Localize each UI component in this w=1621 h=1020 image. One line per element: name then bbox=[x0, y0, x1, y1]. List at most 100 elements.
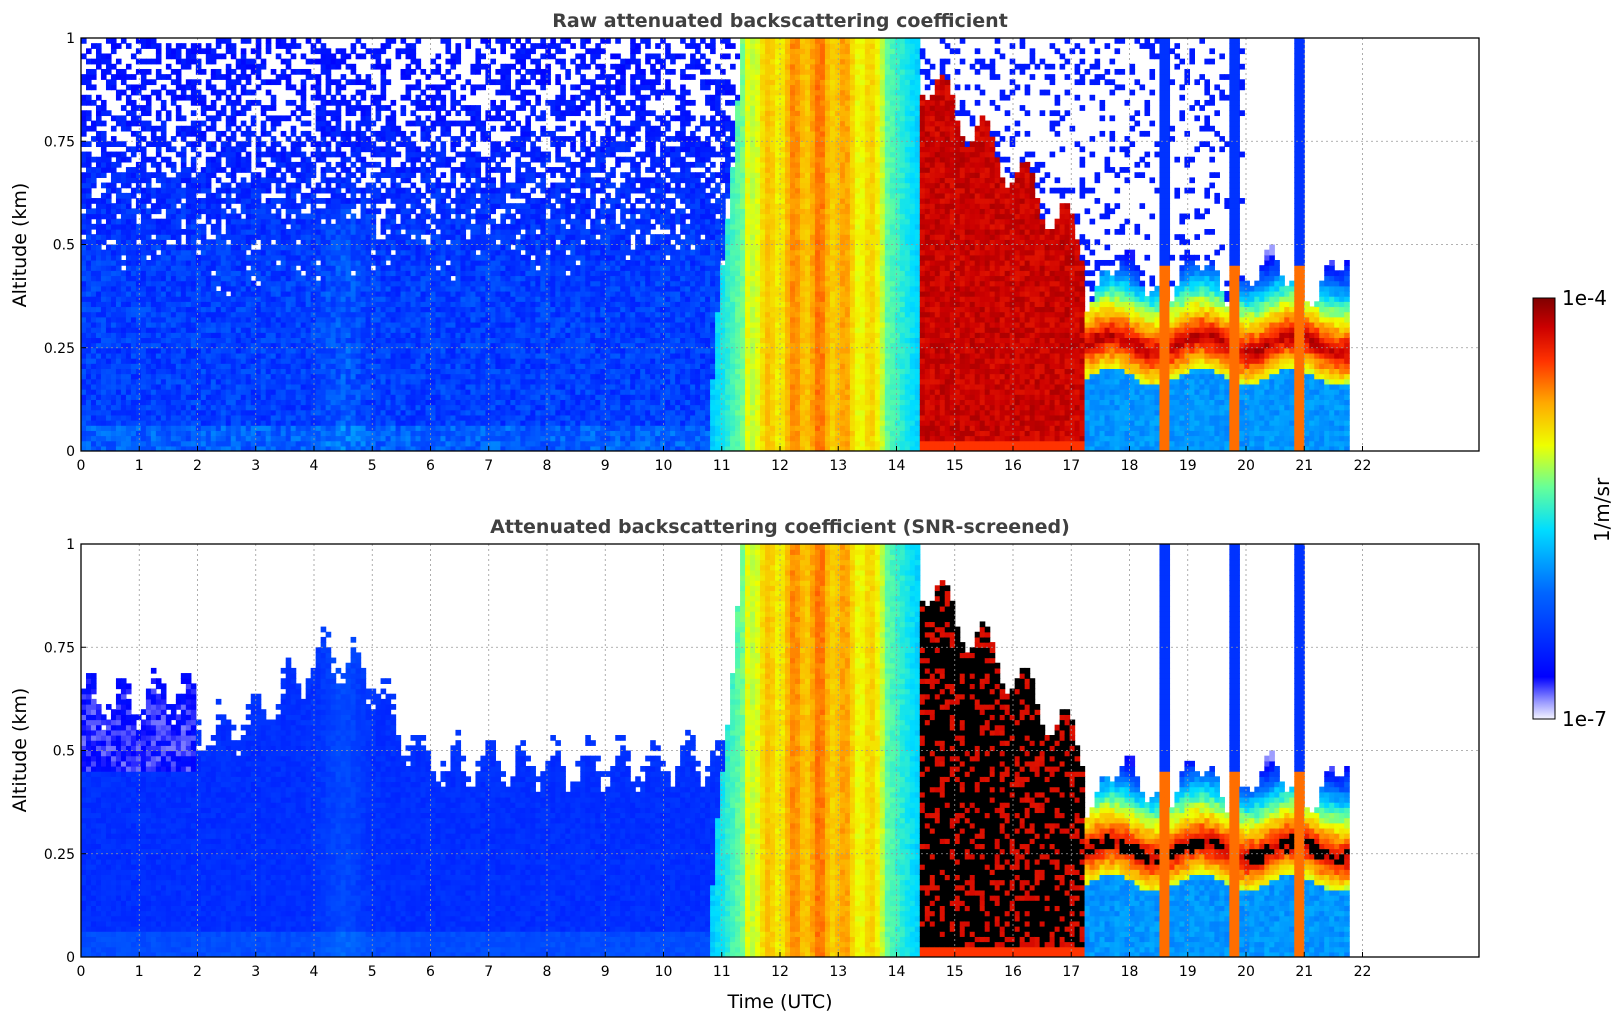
heatmap-cell bbox=[305, 254, 312, 261]
heatmap-cell bbox=[320, 99, 327, 106]
heatmap-cell bbox=[380, 409, 387, 416]
heatmap-cell bbox=[420, 203, 427, 209]
heatmap-cell bbox=[445, 404, 452, 411]
heatmap-cell bbox=[165, 352, 172, 359]
heatmap-cell bbox=[400, 270, 407, 277]
heatmap-cell bbox=[190, 203, 197, 209]
heatmap-cell bbox=[455, 270, 462, 277]
heatmap-cell bbox=[155, 316, 162, 323]
heatmap-cell bbox=[280, 58, 287, 65]
heatmap-cell bbox=[415, 409, 422, 416]
heatmap-cell bbox=[420, 404, 427, 411]
heatmap-cell bbox=[135, 296, 142, 302]
heatmap-cell bbox=[310, 208, 317, 215]
heatmap-cell bbox=[315, 265, 322, 271]
heatmap-cell bbox=[315, 445, 322, 451]
heatmap-cell bbox=[375, 394, 382, 400]
heatmap-cell bbox=[245, 156, 252, 163]
heatmap-cell bbox=[320, 53, 327, 60]
heatmap-cell bbox=[355, 244, 362, 251]
heatmap-cell bbox=[380, 440, 387, 447]
heatmap-cell bbox=[90, 68, 97, 75]
heatmap-cell bbox=[90, 306, 97, 313]
heatmap-cell bbox=[165, 290, 172, 297]
heatmap-cell bbox=[400, 38, 407, 44]
heatmap-cell bbox=[100, 358, 107, 364]
heatmap-cell bbox=[195, 311, 202, 318]
heatmap-cell bbox=[325, 435, 332, 442]
heatmap-cell bbox=[310, 270, 317, 277]
heatmap-cell bbox=[205, 445, 212, 451]
heatmap-cell bbox=[395, 223, 402, 230]
heatmap-cell bbox=[205, 105, 212, 111]
heatmap-cell bbox=[215, 425, 222, 431]
heatmap-cell bbox=[170, 327, 177, 333]
heatmap-cell bbox=[255, 311, 262, 318]
heatmap-cell bbox=[275, 38, 282, 44]
heatmap-cell bbox=[165, 342, 172, 349]
heatmap-cell bbox=[255, 296, 262, 302]
heatmap-cell bbox=[185, 430, 192, 437]
heatmap-cell bbox=[190, 337, 197, 344]
heatmap-cell bbox=[435, 368, 442, 375]
heatmap-cell bbox=[95, 414, 102, 421]
heatmap-cell bbox=[290, 99, 297, 106]
heatmap-cell bbox=[385, 151, 392, 158]
heatmap-cell bbox=[340, 363, 347, 369]
heatmap-cell bbox=[345, 342, 352, 349]
heatmap-cell bbox=[95, 105, 102, 111]
heatmap-cell bbox=[330, 265, 337, 271]
heatmap-cell bbox=[210, 435, 217, 442]
heatmap-cell bbox=[170, 290, 177, 297]
heatmap-cell bbox=[130, 399, 137, 406]
heatmap-cell bbox=[150, 223, 157, 230]
heatmap-cell bbox=[205, 115, 212, 122]
heatmap-cell bbox=[170, 337, 177, 344]
heatmap-cell bbox=[430, 84, 437, 91]
heatmap-cell bbox=[245, 259, 252, 266]
heatmap-cell bbox=[310, 414, 317, 421]
heatmap-cell bbox=[325, 332, 332, 339]
heatmap-cell bbox=[81, 74, 87, 80]
heatmap-cell bbox=[330, 136, 337, 142]
heatmap-cell bbox=[215, 420, 222, 426]
heatmap-cell bbox=[350, 218, 357, 225]
heatmap-cell bbox=[290, 203, 297, 209]
heatmap-cell bbox=[435, 399, 442, 406]
heatmap-cell bbox=[415, 347, 422, 354]
heatmap-cell bbox=[360, 130, 367, 137]
heatmap-cell bbox=[360, 399, 367, 406]
heatmap-cell bbox=[170, 223, 177, 230]
heatmap-cell bbox=[180, 125, 187, 132]
heatmap-cell bbox=[360, 347, 367, 354]
heatmap-cell bbox=[330, 275, 337, 282]
heatmap-cell bbox=[130, 254, 137, 261]
heatmap-cell bbox=[210, 141, 217, 148]
heatmap-cell bbox=[285, 79, 292, 86]
heatmap-cell bbox=[460, 306, 467, 313]
heatmap-cell bbox=[360, 285, 367, 292]
heatmap-cell bbox=[110, 203, 117, 209]
heatmap-cell bbox=[165, 280, 172, 287]
heatmap-cell bbox=[435, 239, 442, 246]
heatmap-cell bbox=[190, 368, 197, 375]
heatmap-cell bbox=[405, 218, 412, 225]
heatmap-cell bbox=[460, 435, 467, 442]
heatmap-cell bbox=[81, 296, 87, 302]
heatmap-cell bbox=[215, 151, 222, 158]
heatmap-cell bbox=[280, 254, 287, 261]
heatmap-cell bbox=[85, 383, 92, 390]
heatmap-cell bbox=[315, 146, 322, 153]
heatmap-cell bbox=[415, 275, 422, 282]
heatmap-cell bbox=[205, 218, 212, 225]
heatmap-cell bbox=[210, 290, 217, 297]
heatmap-cell bbox=[435, 414, 442, 421]
heatmap-cell bbox=[140, 347, 147, 354]
heatmap-cell bbox=[170, 177, 177, 184]
heatmap-cell bbox=[165, 187, 172, 194]
heatmap-cell bbox=[125, 368, 132, 375]
heatmap-cell bbox=[85, 332, 92, 339]
heatmap-cell bbox=[280, 285, 287, 292]
heatmap-cell bbox=[455, 218, 462, 225]
heatmap-cell bbox=[415, 321, 422, 328]
